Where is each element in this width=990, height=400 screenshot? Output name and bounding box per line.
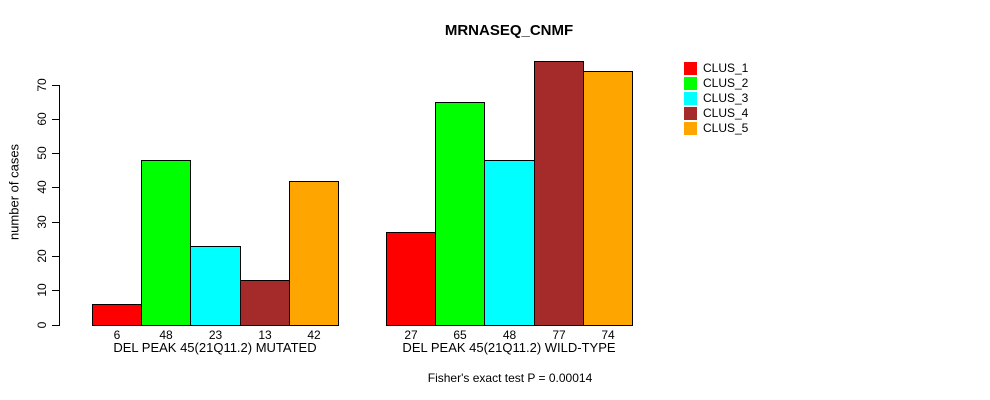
legend-item-clus_2: CLUS_2 (684, 76, 748, 91)
legend-label: CLUS_4 (703, 106, 749, 120)
bar-clus_5 (289, 180, 339, 326)
bar-clus_1 (92, 303, 142, 326)
bar-clus_1 (386, 231, 436, 326)
legend: CLUS_1 CLUS_2 CLUS_3 CLUS_4 CLUS_5 (684, 61, 748, 136)
stats-caption: Fisher's exact test P = 0.00014 (427, 371, 593, 385)
bar-clus_3 (190, 245, 241, 326)
y-axis-tick (52, 153, 59, 155)
legend-label: CLUS_3 (703, 91, 749, 105)
bar-clus_4 (240, 279, 290, 326)
y-axis-tick (52, 118, 59, 120)
y-axis-tick-label: 70 (35, 77, 49, 92)
legend-label: CLUS_1 (703, 61, 749, 75)
chart-title: MRNASEQ_CNMF (444, 22, 574, 39)
bar-value-label: 74 (601, 328, 615, 342)
bar-clus_2 (141, 159, 191, 326)
legend-item-clus_4: CLUS_4 (684, 106, 748, 121)
bar-value-label: 27 (404, 328, 418, 342)
bar-clus_3 (484, 159, 535, 326)
legend-swatch-icon (684, 62, 697, 75)
legend-swatch-icon (684, 92, 697, 105)
bar-value-label: 77 (552, 328, 566, 342)
y-axis-tick (52, 290, 59, 292)
x-category-label: DEL PEAK 45(21Q11.2) WILD-TYPE (402, 340, 616, 355)
bar-value-label: 42 (307, 328, 321, 342)
y-axis-tick (52, 84, 59, 86)
bar-clus_2 (435, 101, 485, 326)
y-axis-tick-label: 20 (35, 249, 49, 263)
legend-label: CLUS_2 (703, 76, 749, 90)
bar-value-label: 6 (113, 328, 121, 342)
bar-clus_4 (534, 60, 584, 326)
y-axis-tick-label: 60 (35, 112, 49, 126)
legend-item-clus_3: CLUS_3 (684, 91, 748, 106)
y-axis-tick-label: 30 (35, 214, 49, 229)
bar-clus_5 (583, 70, 633, 326)
legend-swatch-icon (684, 77, 697, 90)
y-axis-tick (52, 221, 59, 223)
y-axis-tick (52, 255, 59, 257)
y-axis-label: number of cases (6, 143, 22, 241)
legend-swatch-icon (684, 107, 697, 120)
legend-item-clus_1: CLUS_1 (684, 61, 748, 76)
bar-value-label: 48 (159, 328, 173, 342)
y-axis-tick (52, 324, 59, 326)
bar-value-label: 23 (208, 328, 223, 342)
legend-swatch-icon (684, 122, 697, 135)
y-axis-tick-label: 40 (35, 180, 49, 195)
y-axis-tick-label: 10 (35, 283, 49, 297)
legend-label: CLUS_5 (703, 121, 749, 135)
bar-value-label: 48 (502, 328, 517, 342)
y-axis-tick-label: 50 (35, 146, 49, 160)
y-axis-tick-label: 0 (35, 321, 49, 328)
legend-item-clus_5: CLUS_5 (684, 121, 748, 136)
y-axis-line (59, 84, 60, 326)
bar-value-label: 13 (258, 328, 272, 342)
bar-value-label: 65 (453, 328, 467, 342)
y-axis-tick (52, 187, 59, 189)
x-category-label: DEL PEAK 45(21Q11.2) MUTATED (113, 340, 317, 355)
